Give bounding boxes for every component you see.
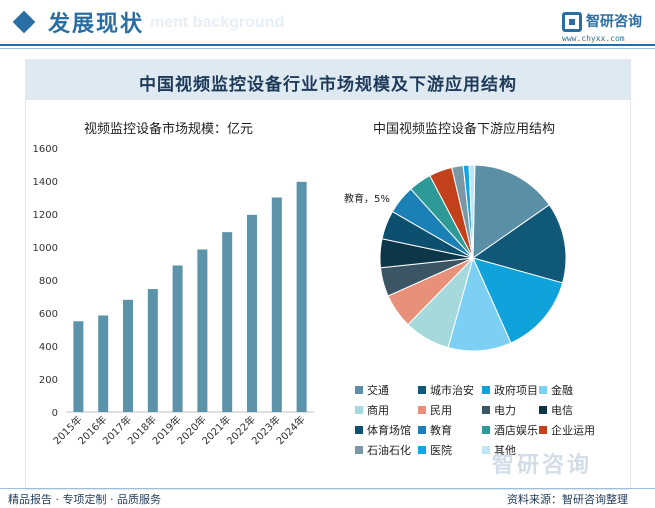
y-tick-label: 200 — [39, 375, 58, 386]
header-watermark: ment background — [150, 14, 285, 31]
legend-swatch — [355, 426, 363, 434]
footer-slogan: 精品报告 · 专项定制 · 品质服务 — [8, 493, 161, 506]
y-tick-label: 1600 — [33, 144, 58, 155]
bar-2023年 — [271, 197, 282, 412]
legend-label: 金融 — [551, 384, 573, 397]
legend-swatch — [355, 386, 363, 394]
pie-chart-title: 中国视频监控设备下游应用结构 — [373, 122, 556, 137]
legend-label: 电力 — [494, 404, 516, 417]
page-header: 发展现状 ment background — [0, 0, 655, 50]
legend-label: 商用 — [367, 404, 389, 417]
pie-slice-其他 — [468, 164, 476, 259]
header-divider-thin — [0, 48, 655, 49]
brand-logo[interactable]: 智研咨询 www.chyxx.com — [562, 10, 652, 44]
pie-slice-政府项目 — [472, 257, 564, 344]
legend-swatch — [418, 386, 426, 394]
y-tick-label: 400 — [39, 342, 58, 353]
pie-callout-education: 教育，5% — [344, 194, 390, 205]
legend-swatch — [482, 446, 490, 454]
legend-label: 体育场馆 — [367, 424, 411, 437]
page-title: 发展现状 — [48, 12, 145, 37]
legend-label: 酒店娱乐 — [494, 424, 538, 437]
legend-swatch — [539, 426, 547, 434]
bar-2020年 — [197, 249, 208, 412]
y-tick-label: 800 — [39, 276, 58, 287]
legend-swatch — [482, 386, 490, 394]
brand-name: 智研咨询 — [586, 14, 642, 30]
bar-2019年 — [172, 265, 183, 412]
bar-2021年 — [222, 232, 233, 412]
pie-slice-交通 — [472, 164, 551, 259]
bar-2022年 — [247, 214, 257, 412]
y-tick-label: 1200 — [33, 210, 58, 221]
legend-label: 城市治安 — [430, 384, 474, 397]
legend-swatch — [418, 406, 426, 414]
legend-label: 其他 — [494, 444, 516, 457]
legend-label: 民用 — [430, 404, 452, 417]
panel-title: 中国视频监控设备行业市场规模及下游应用结构 — [139, 75, 517, 95]
brand-watermark: 智研咨询 — [492, 453, 593, 478]
panel-title-bar: 中国视频监控设备行业市场规模及下游应用结构 — [26, 60, 630, 100]
legend-label: 交通 — [367, 384, 389, 397]
legend-swatch — [539, 406, 547, 414]
legend-label: 医院 — [430, 444, 452, 457]
legend-label: 教育 — [430, 424, 452, 437]
legend-swatch — [418, 426, 426, 434]
bar-2018年 — [147, 289, 158, 412]
y-tick-label: 600 — [39, 309, 58, 320]
legend-swatch — [355, 406, 363, 414]
bar-2016年 — [98, 315, 109, 412]
legend-swatch — [482, 426, 490, 434]
bar-chart-title: 视频监控设备市场规模：亿元 — [84, 122, 254, 137]
footer-divider — [0, 488, 655, 489]
legend-swatch — [418, 446, 426, 454]
footer-source: 资料来源：智研咨询整理 — [507, 493, 628, 506]
bar-2024年 — [296, 181, 307, 412]
legend-label: 电信 — [551, 404, 573, 417]
bar-2015年 — [73, 321, 84, 412]
brand-url: www.chyxx.com — [562, 34, 625, 43]
legend-swatch — [539, 386, 547, 394]
y-tick-label: 1400 — [33, 177, 58, 188]
legend-label: 政府项目 — [494, 384, 538, 397]
header-divider — [0, 44, 655, 46]
legend-label: 企业运用 — [551, 424, 595, 437]
bar-2017年 — [123, 299, 133, 412]
page-footer: 精品报告 · 专项定制 · 品质服务 资料来源：智研咨询整理 — [0, 488, 655, 508]
pie-slice-城市治安 — [471, 204, 567, 284]
brand-mark-icon — [562, 12, 582, 32]
y-tick-label: 0 — [52, 408, 58, 419]
legend-swatch — [482, 406, 490, 414]
legend-swatch — [355, 446, 363, 454]
y-tick-label: 1000 — [33, 243, 58, 254]
legend-label: 石油石化 — [367, 444, 411, 457]
